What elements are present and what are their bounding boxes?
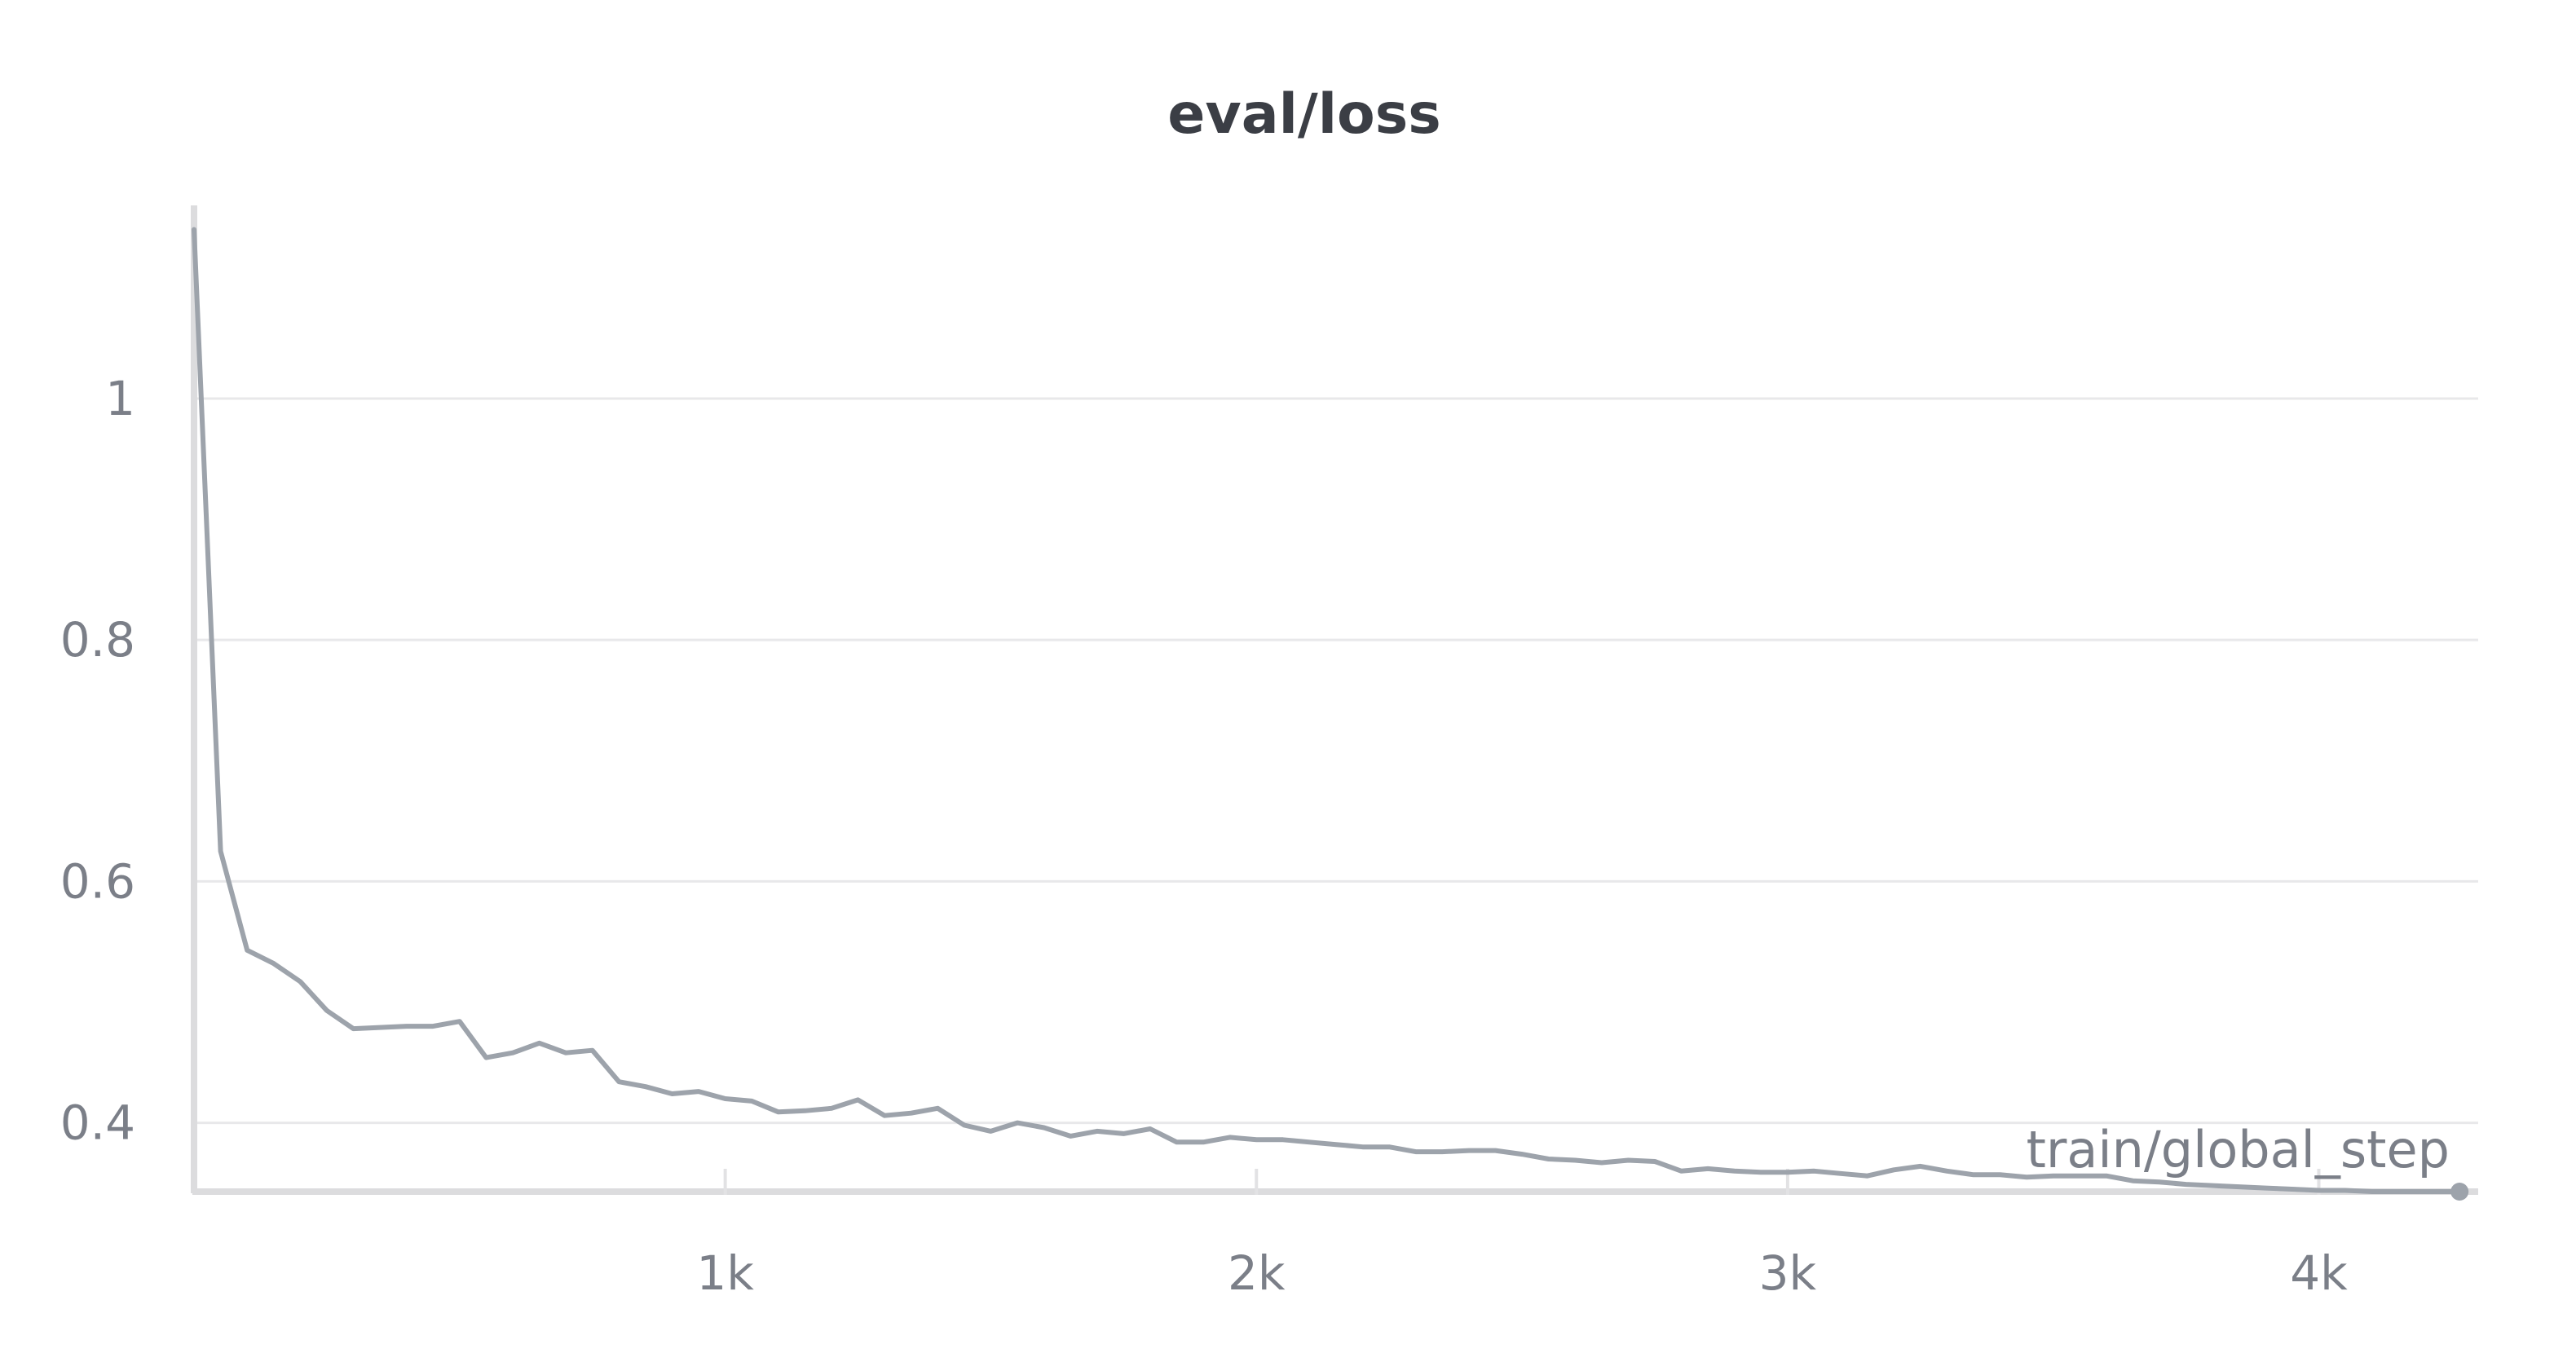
series-layer <box>192 227 2469 1201</box>
y-tick-label: 0.6 <box>60 853 135 909</box>
x-tick-label: 2k <box>1228 1245 1286 1301</box>
x-tick-label: 1k <box>696 1245 754 1301</box>
y-axis-ticks: 0.4 0.6 0.8 1 <box>60 371 135 1151</box>
y-tick-label: 0.4 <box>60 1095 135 1151</box>
x-axis-ticks: 1k 2k 3k 4k <box>696 1169 2348 1301</box>
x-tick-label: 3k <box>1759 1245 1817 1301</box>
y-tick-label: 1 <box>105 371 135 426</box>
x-axis-label: train/global_step <box>2027 1120 2450 1179</box>
axes <box>191 205 2478 1195</box>
x-tick-label: 4k <box>2290 1245 2348 1301</box>
chart-title: eval/loss <box>1167 82 1440 147</box>
series-line <box>192 227 2463 1194</box>
grid <box>194 397 2478 1125</box>
y-tick-label: 0.8 <box>60 612 135 668</box>
series-end-point <box>2450 1183 2469 1201</box>
